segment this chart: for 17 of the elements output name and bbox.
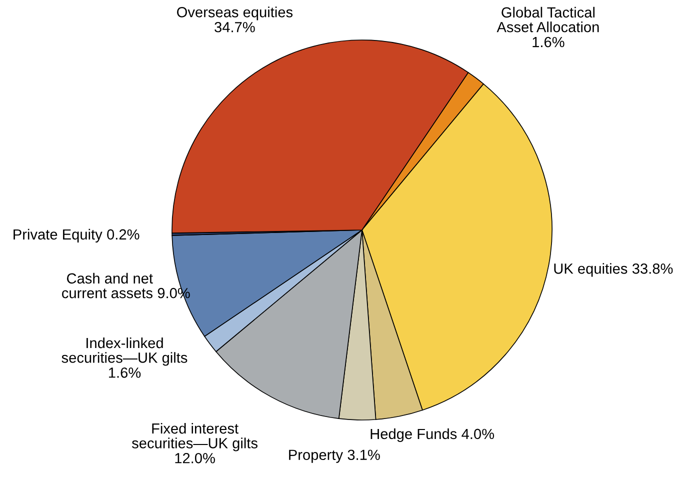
slice-label: Cash and net current assets (62, 272, 153, 298)
slice-label: UK equities (554, 263, 628, 277)
data-label: 1.6% (532, 36, 564, 48)
slice-label: Index-linked securities—UK gilts (62, 337, 188, 366)
slice-label: Hedge Funds (370, 428, 457, 442)
data-label: 3.1% (348, 450, 380, 460)
slice-label: Property (289, 450, 343, 463)
data-label: 12.0% (175, 452, 215, 464)
data-label: 33.8% (632, 263, 673, 274)
slice-label: Private Equity (14, 228, 102, 242)
slice-label: Global Tactical Asset Allocation (496, 6, 599, 32)
slice-label: Overseas equities (177, 6, 293, 20)
data-label: 4.0% (462, 428, 494, 440)
data-label: 0.2% (107, 229, 140, 240)
data-label: 34.7% (214, 22, 255, 32)
data-label: 1.6% (108, 367, 141, 378)
slice-label: Fixed interest securities—UK gilts (132, 422, 258, 452)
